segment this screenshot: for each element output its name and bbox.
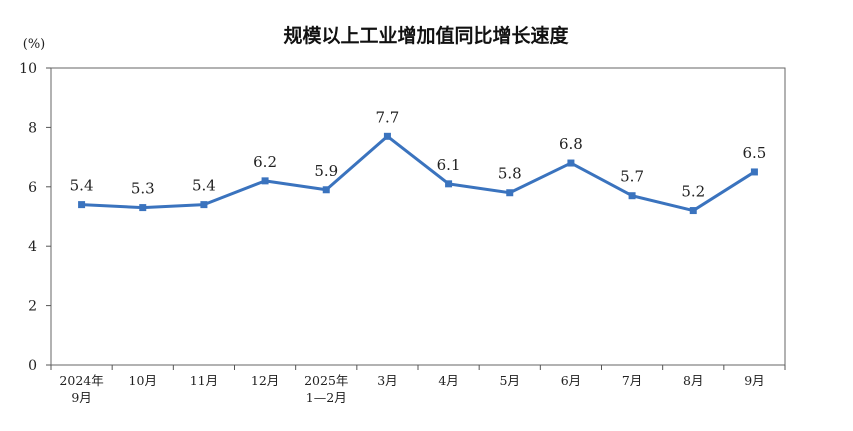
data-point-marker [445,180,453,188]
x-tick-label-line: 10月 [129,373,157,388]
data-label: 5.4 [192,177,216,195]
x-tick-label-line: 3月 [377,373,397,388]
y-tick-label: 6 [28,180,37,196]
data-labels: 5.4 5.3 5.4 6.2 5.9 7.7 6.1 5.8 6.8 5.7 5.2 6.5 [70,108,767,200]
x-tick-label-line: 7月 [622,373,642,388]
data-point-marker [506,189,514,197]
data-point-marker [200,201,208,209]
series-line [81,134,756,213]
data-point-marker [139,204,147,212]
data-label: 5.7 [620,168,644,186]
y-axis-unit: (%) [23,37,46,52]
data-label: 5.3 [131,180,155,198]
y-tick-label: 8 [28,120,37,136]
y-tick-label: 2 [28,299,37,315]
x-tick-label: 10月 [129,373,157,388]
data-point-marker [628,192,636,200]
x-tick-label-line: 5月 [500,373,520,388]
data-point-marker [689,207,697,215]
data-point-marker [383,132,391,140]
data-label: 5.2 [681,183,705,201]
x-tick-label-line: 2025年 [304,373,348,388]
data-label: 6.8 [559,135,583,153]
chart-title: 规模以上工业增加值同比增长速度 [283,24,569,47]
y-tick-label: 0 [28,358,37,374]
x-tick-label: 7月 [622,373,642,388]
x-tick-label: 9月 [744,373,764,388]
y-tick-label: 10 [19,61,37,77]
x-tick-label-line: 6月 [561,373,581,388]
x-tick-label-line: 12月 [251,373,279,388]
data-point-marker [322,186,330,194]
x-tick-label: 12月 [251,373,279,388]
x-tick-label-line: 1—2月 [306,390,347,405]
data-label: 5.8 [498,165,522,183]
x-tick-label: 2024年 9月 [59,373,103,405]
x-tick-label: 11月 [190,373,218,388]
plot-area-frame [50,67,786,366]
x-tick-label-line: 9月 [744,373,764,388]
x-tick-label: 6月 [561,373,581,388]
x-tick-label: 4月 [438,373,458,388]
data-point-marker [567,159,575,167]
data-label: 6.5 [742,144,766,162]
x-tick-label: 2025年 1—2月 [304,373,348,405]
x-tick-label: 8月 [683,373,703,388]
series-growth-rate [78,132,758,215]
x-tick-label-line: 9月 [71,390,91,405]
data-label: 7.7 [375,108,399,126]
data-label: 5.4 [70,177,94,195]
x-tick-label-line: 8月 [683,373,703,388]
data-point-marker [750,168,758,176]
data-point-marker [261,177,269,185]
x-tick-label-line: 4月 [438,373,458,388]
x-axis: 2024年 9月 10月 11月 12月 2025年 1—2月 3月 4月 5月 6月 7月 8月 9月 [50,365,786,405]
x-tick-label: 3月 [377,373,397,388]
data-label: 6.1 [437,156,461,174]
data-point-marker [78,201,86,209]
data-label: 6.2 [253,153,277,171]
x-tick-label-line: 11月 [190,373,218,388]
y-tick-label: 4 [28,239,37,255]
y-axis: 0 2 4 6 8 10 [19,61,51,374]
x-tick-label: 5月 [500,373,520,388]
x-tick-label-line: 2024年 [59,373,103,388]
data-label: 5.9 [314,162,338,180]
